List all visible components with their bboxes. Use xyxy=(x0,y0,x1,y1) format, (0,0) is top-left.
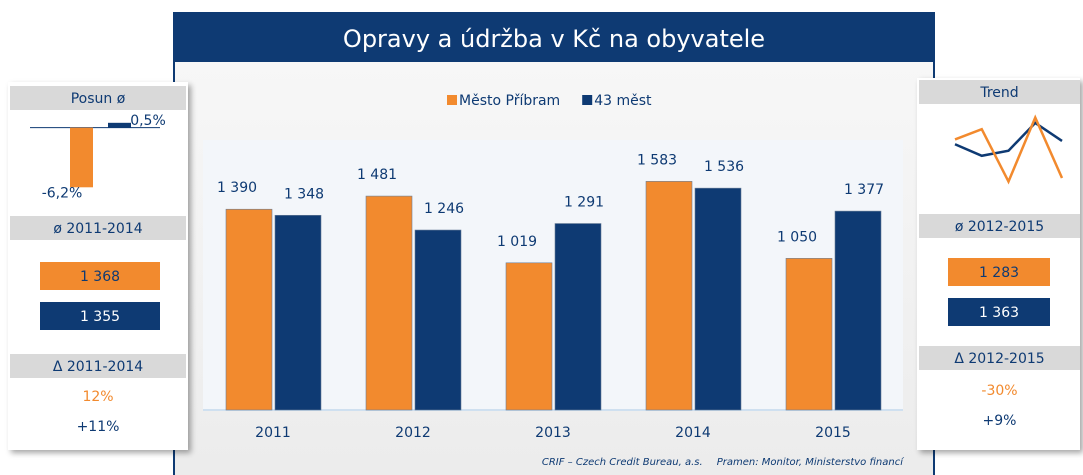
data-label: 1 481 xyxy=(357,167,397,183)
panel-heading: Δ 2012-2015 xyxy=(954,351,1044,367)
x-tick-label: 2012 xyxy=(395,425,431,441)
chart-title: Opravy a údržba v Kč na obyvatele xyxy=(343,25,765,53)
footer-company: CRIF – Czech Credit Bureau, a.s. xyxy=(542,457,703,468)
bar xyxy=(554,223,602,411)
value-box-label: 1 355 xyxy=(80,309,120,325)
panel-header xyxy=(10,216,186,240)
change-value: -30% xyxy=(981,383,1017,399)
trend-line xyxy=(954,114,1064,185)
data-label: 1 377 xyxy=(844,182,884,198)
panel-header xyxy=(919,214,1080,238)
bar xyxy=(274,214,322,411)
bar xyxy=(505,262,553,411)
panel-heading: ø 2012-2015 xyxy=(955,219,1044,235)
bar xyxy=(225,208,273,411)
panel-header xyxy=(10,86,186,110)
legend-label: 43 měst xyxy=(594,93,652,109)
legend-swatch xyxy=(582,95,593,105)
data-label: 1 050 xyxy=(777,229,817,245)
bar xyxy=(414,229,462,411)
overlay: 2011 1 390 1 348 2012 1 481 1 246 2013 1 019 1 2… xyxy=(10,80,1080,441)
bar xyxy=(785,258,833,411)
panel-header xyxy=(10,354,186,378)
panel-header xyxy=(919,346,1080,370)
x-tick-label: 2014 xyxy=(675,425,711,441)
data-label: 1 583 xyxy=(637,152,677,168)
bar xyxy=(645,181,693,411)
data-label: -6,2% xyxy=(42,185,83,201)
value-box xyxy=(948,298,1050,326)
data-label: 1 348 xyxy=(284,186,324,202)
bar xyxy=(834,210,882,411)
value-box xyxy=(40,302,160,330)
value-box xyxy=(40,262,160,290)
footer-source: Pramen: Monitor, Ministerstvo financí xyxy=(717,456,905,468)
title-bar xyxy=(173,12,935,62)
data-label: 1 390 xyxy=(217,180,257,196)
legend-label: Město Příbram xyxy=(459,93,560,109)
bar xyxy=(70,127,93,188)
trend-line xyxy=(954,121,1063,158)
panel-heading: Δ 2011-2014 xyxy=(53,359,143,375)
data-label: 1 246 xyxy=(424,201,464,217)
legend-swatch xyxy=(447,95,457,105)
x-tick-label: 2013 xyxy=(535,425,571,441)
bar xyxy=(108,122,131,128)
panel-heading: Posun ø xyxy=(71,91,126,107)
value-box xyxy=(948,258,1050,286)
value-box-label: 1 368 xyxy=(80,269,120,285)
panel-header xyxy=(919,80,1080,104)
panel-heading: ø 2011-2014 xyxy=(53,221,142,237)
value-box-label: 1 363 xyxy=(979,305,1019,321)
change-value: 12% xyxy=(82,389,113,405)
footer: CRIF – Czech Credit Bureau, a.s. Pramen: … xyxy=(542,456,904,468)
data-label: 1 019 xyxy=(497,234,537,250)
x-tick-label: 2011 xyxy=(255,425,291,441)
value-box-label: 1 283 xyxy=(979,265,1019,281)
data-label: 0,5% xyxy=(130,113,166,129)
change-value: +11% xyxy=(77,419,120,435)
panel-heading: Trend xyxy=(979,85,1018,101)
change-value: +9% xyxy=(983,413,1017,429)
data-label: 1 291 xyxy=(564,195,604,211)
x-tick-label: 2015 xyxy=(815,425,851,441)
bar xyxy=(365,195,413,411)
bar xyxy=(694,187,742,411)
data-label: 1 536 xyxy=(704,159,744,175)
